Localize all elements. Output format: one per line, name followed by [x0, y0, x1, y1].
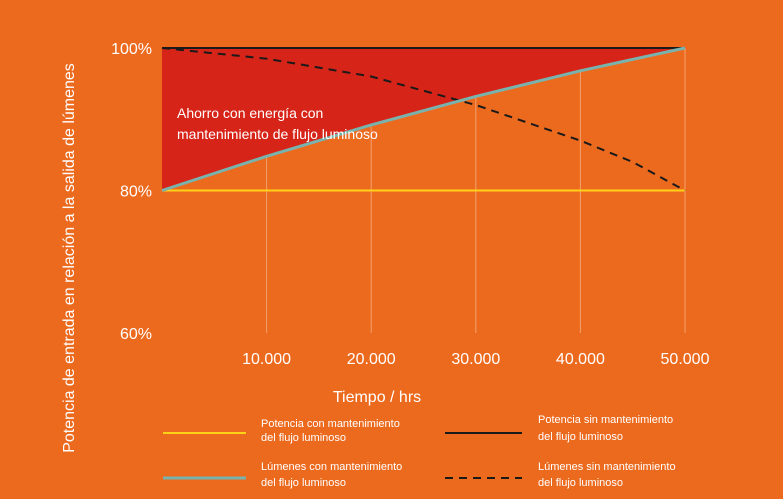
- y-tick-label: 60%: [120, 326, 152, 343]
- savings-area: [162, 48, 685, 191]
- x-axis-ticks: 10.000 20.000 30.000 40.000 50.000: [242, 351, 709, 368]
- x-tick-label: 30.000: [451, 351, 500, 368]
- legend: Potencia con mantenimiento del flujo lumi…: [163, 414, 676, 489]
- legend-label-line-1: Potencia con mantenimiento: [261, 418, 400, 430]
- legend-item-3: Lúmenes sin mantenimiento del flujo lumin…: [445, 461, 676, 489]
- annotation-line-2: mantenimiento de flujo luminoso: [177, 126, 378, 142]
- legend-item-2: Lúmenes con mantenimiento del flujo lumin…: [163, 461, 402, 489]
- legend-label-line-2: del flujo luminoso: [538, 431, 623, 443]
- annotation-line-1: Ahorro con energía con: [177, 105, 323, 121]
- series-group: [161, 46, 686, 192]
- y-axis-title: Potencia de entrada en relación a la sal…: [61, 63, 78, 453]
- y-tick-label: 100%: [111, 41, 152, 58]
- x-tick-label: 40.000: [556, 351, 605, 368]
- y-tick-label: 80%: [120, 184, 152, 201]
- legend-label-line-1: Potencia sin mantenimiento: [538, 414, 673, 426]
- x-tick-label: 20.000: [347, 351, 396, 368]
- legend-label-line-1: Lúmenes sin mantenimiento: [538, 461, 676, 473]
- x-axis-title: Tiempo / hrs: [333, 389, 421, 406]
- legend-label-line-2: del flujo luminoso: [261, 477, 346, 489]
- series-lumenes-con: [161, 46, 686, 192]
- legend-label-line-2: del flujo luminoso: [538, 477, 623, 489]
- x-tick-label: 10.000: [242, 351, 291, 368]
- series-lumenes-sin: [161, 47, 686, 192]
- y-axis-ticks: 60% 80% 100%: [111, 41, 152, 343]
- legend-label-line-2: del flujo luminoso: [261, 432, 346, 444]
- legend-item-1: Potencia sin mantenimiento del flujo lumi…: [445, 414, 673, 443]
- x-tick-label: 50.000: [661, 351, 710, 368]
- legend-label-line-1: Lúmenes con mantenimiento: [261, 461, 402, 473]
- legend-item-0: Potencia con mantenimiento del flujo lumi…: [163, 418, 400, 444]
